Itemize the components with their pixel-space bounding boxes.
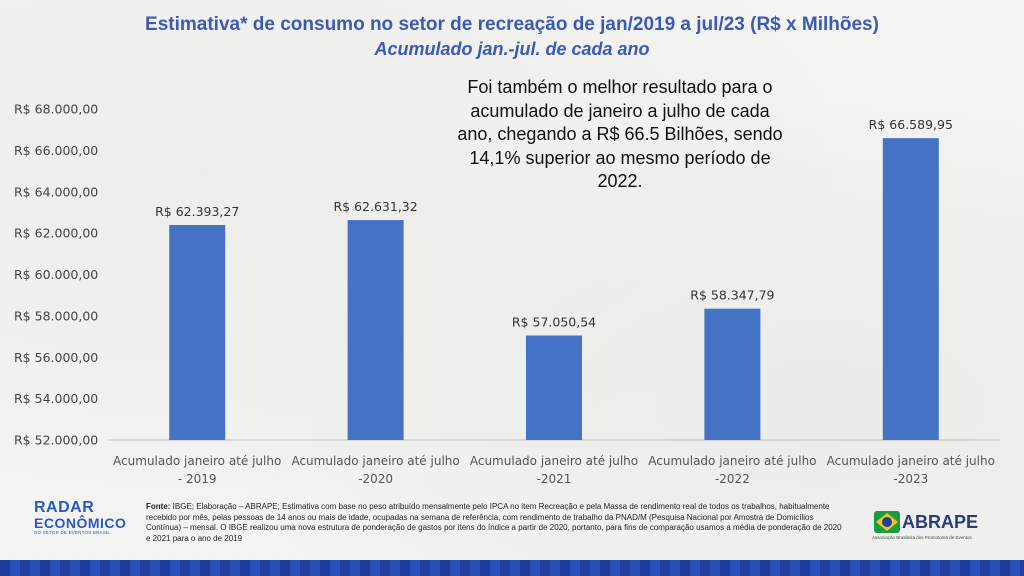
x-tick-label: Acumulado janeiro até julho xyxy=(827,454,995,468)
bar xyxy=(526,335,582,440)
x-tick-label: Acumulado janeiro até julho xyxy=(470,454,638,468)
data-label: R$ 57.050,54 xyxy=(512,315,596,330)
x-tick-label: -2022 xyxy=(715,472,750,486)
x-tick-label: Acumulado janeiro até julho xyxy=(648,454,816,468)
abrape-logo-text: ABRAPE xyxy=(902,512,979,532)
y-tick-label: R$ 62.000,00 xyxy=(14,226,98,241)
callout-text: Foi também o melhor resultado para o acu… xyxy=(457,77,783,191)
abrape-logo-subtext: Associação Brasileira dos Promotores de … xyxy=(872,535,972,540)
bar-chart: R$ 52.000,00 R$ 54.000,00 R$ 56.000,00 R$ 5… xyxy=(14,102,1000,486)
x-tick-label: Acumulado janeiro até julho xyxy=(113,454,281,468)
bar xyxy=(169,224,226,440)
x-tick-label: - 2019 xyxy=(178,472,217,486)
y-tick-label: R$ 68.000,00 xyxy=(14,102,98,117)
x-tick-label: -2023 xyxy=(893,472,928,486)
source-text: IBGE; Elaboração – ABRAPE; Estimativa co… xyxy=(146,502,842,543)
data-label: R$ 62.631,32 xyxy=(333,199,417,214)
chart-subtitle: Acumulado jan.-jul. de cada ano xyxy=(374,39,650,59)
data-label: R$ 62.393,27 xyxy=(155,204,239,219)
source-label: Fonte: xyxy=(146,502,171,511)
abrape-logo: ABRAPE Associação Brasileira dos Promoto… xyxy=(872,510,992,542)
x-tick-label: -2020 xyxy=(358,472,393,486)
y-tick-label: R$ 60.000,00 xyxy=(14,267,98,282)
bar xyxy=(704,308,761,440)
bar xyxy=(882,138,939,440)
bar xyxy=(347,220,404,440)
data-label: R$ 58.347,79 xyxy=(690,288,774,303)
radar-logo-line3: DO SETOR DE EVENTOS BRASIL xyxy=(34,530,111,535)
y-tick-label: R$ 66.000,00 xyxy=(14,143,98,158)
y-tick-label: R$ 58.000,00 xyxy=(14,308,98,323)
radar-logo-line2: ECONÔMICO xyxy=(34,515,127,531)
y-tick-label: R$ 52.000,00 xyxy=(14,433,98,448)
brazil-flag-icon xyxy=(874,511,900,533)
chart-title: Estimativa* de consumo no setor de recre… xyxy=(145,14,879,35)
x-tick-label: -2021 xyxy=(537,472,572,486)
y-tick-label: R$ 56.000,00 xyxy=(14,350,98,365)
radar-economico-logo: RADAR ECONÔMICO DO SETOR DE EVENTOS BRAS… xyxy=(34,499,127,540)
radar-logo-line1: RADAR xyxy=(34,499,95,516)
y-tick-label: R$ 54.000,00 xyxy=(14,391,98,406)
x-tick-label: Acumulado janeiro até julho xyxy=(291,454,459,468)
bottom-decor-stripe xyxy=(0,560,1024,576)
y-tick-label: R$ 64.000,00 xyxy=(14,184,98,199)
data-label: R$ 66.589,95 xyxy=(869,117,953,132)
footer-source: Fonte: IBGE; Elaboração – ABRAPE; Estima… xyxy=(146,502,846,544)
